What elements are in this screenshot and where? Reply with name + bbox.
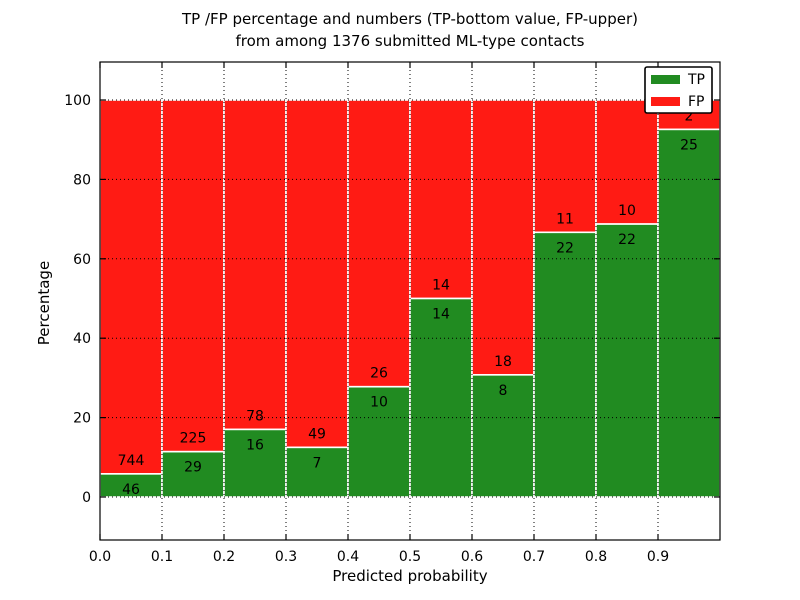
ticks-group: 0.0 0.1 0.2 0.3 0.4 0.5 0.6 0.7 0.8 0.9 0 20 40 60 80 1… [64, 62, 720, 565]
tp-count-label: 46 [122, 482, 140, 498]
x-tick-label: 0.0 [89, 549, 111, 565]
bar-segment-tp [347, 385, 411, 498]
bar-segment-fp [99, 99, 163, 475]
bar-segment-fp [471, 99, 535, 376]
fp-count-label: 744 [118, 453, 145, 469]
bar-segment-fp [161, 99, 225, 453]
tp-count-label: 14 [432, 307, 450, 323]
bar-segment-fp [285, 99, 349, 449]
tp-count-label: 8 [499, 383, 508, 399]
legend-label-tp: TP [687, 72, 705, 88]
tp-count-label: 22 [618, 232, 636, 248]
legend: TP FP [644, 66, 713, 114]
tp-count-label: 22 [556, 240, 574, 256]
bar-segment-tp [533, 231, 597, 498]
tp-count-label: 7 [313, 455, 322, 471]
legend-swatch-tp [651, 75, 680, 84]
fp-count-label: 18 [494, 354, 512, 370]
fp-count-label: 49 [308, 426, 326, 442]
tp-count-label: 29 [184, 460, 202, 476]
fp-count-label: 11 [556, 211, 574, 227]
bar-segment-tp [471, 374, 535, 498]
y-tick-label: 20 [73, 411, 91, 427]
x-tick-label: 0.9 [647, 549, 669, 565]
x-tick-label: 0.4 [337, 549, 359, 565]
x-tick-label: 0.5 [399, 549, 421, 565]
x-tick-label: 0.8 [585, 549, 607, 565]
fp-count-label: 78 [246, 408, 264, 424]
bar-segment-fp [409, 99, 473, 300]
y-tick-label: 40 [73, 331, 91, 347]
tp-count-label: 10 [370, 395, 388, 411]
bar-segment-tp [657, 128, 721, 498]
y-axis-label: Percentage [35, 260, 53, 346]
fp-count-label: 26 [370, 366, 388, 382]
chart-title: TP /FP percentage and numbers (TP-bottom… [10, 8, 800, 52]
fp-count-label: 2 [685, 108, 694, 124]
chart-title-line2: from among 1376 submitted ML-type contac… [235, 32, 585, 50]
x-tick-label: 0.1 [151, 549, 173, 565]
x-tick-label: 0.6 [461, 549, 483, 565]
x-tick-label: 0.2 [213, 549, 235, 565]
y-tick-label: 80 [73, 172, 91, 188]
x-axis-label: Predicted probability [332, 567, 488, 585]
bar-segment-tp [595, 223, 659, 498]
bars-group [99, 99, 721, 498]
legend-label-fp: FP [688, 94, 705, 110]
tp-count-label: 16 [246, 437, 264, 453]
bar-segment-fp [223, 99, 287, 431]
fp-count-label: 14 [432, 278, 450, 294]
bar-segment-fp [533, 99, 597, 234]
legend-swatch-fp [651, 97, 680, 106]
bar-segment-tp [223, 428, 287, 498]
x-tick-label: 0.3 [275, 549, 297, 565]
y-tick-label: 0 [82, 490, 91, 506]
gridlines-group [100, 62, 720, 540]
tp-count-label: 25 [680, 137, 698, 153]
bar-segment-tp [409, 297, 473, 498]
x-tick-label: 0.7 [523, 549, 545, 565]
bar-segment-fp [347, 99, 411, 388]
fp-count-label: 225 [180, 431, 207, 447]
fp-count-label: 10 [618, 203, 636, 219]
chart-title-line1: TP /FP percentage and numbers (TP-bottom… [182, 10, 638, 28]
y-tick-label: 100 [64, 93, 91, 109]
y-tick-label: 60 [73, 252, 91, 268]
